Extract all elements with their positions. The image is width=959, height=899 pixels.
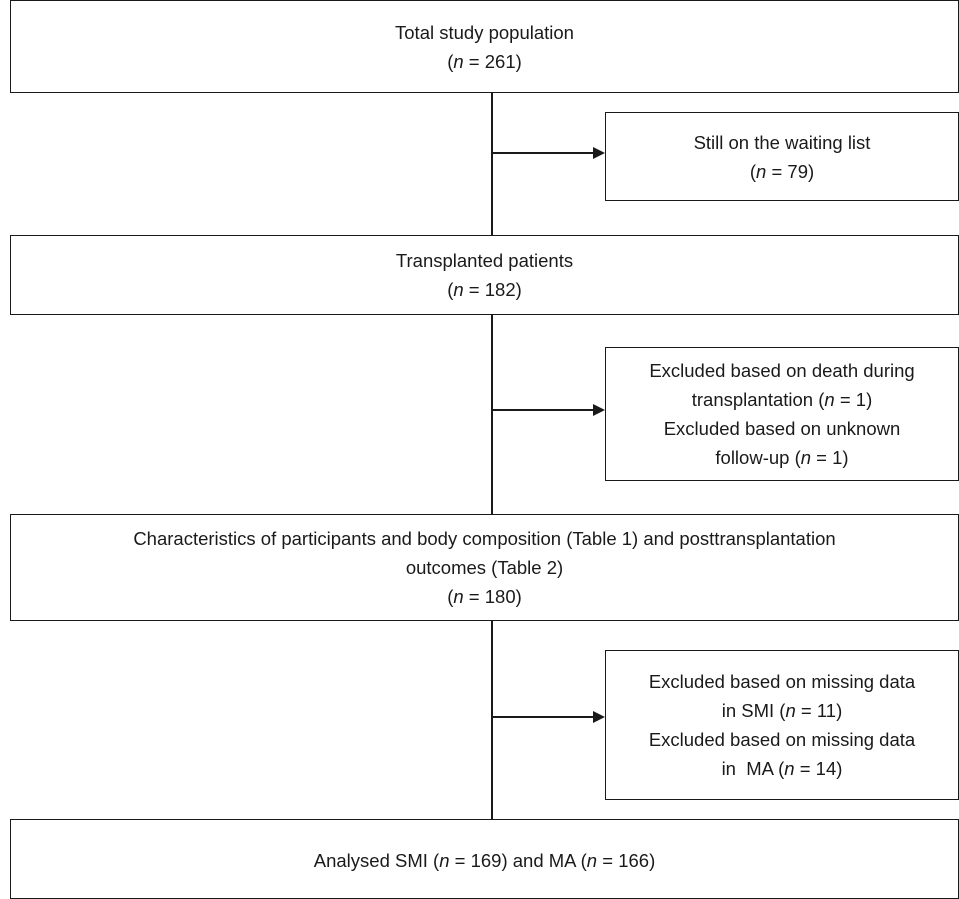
waiting-list-box: Still on the waiting list (n = 79) xyxy=(605,112,959,201)
exclusion-text: Excluded based on missing data xyxy=(648,671,916,692)
total-population-count: (n = 261) xyxy=(447,50,522,72)
transplanted-count: (n = 182) xyxy=(447,279,522,300)
analysed-label: Analysed SMI (n = 169) and MA (n = 166) xyxy=(313,850,656,871)
exclusion-text: Excluded based on missing data xyxy=(648,729,916,750)
arrow-icon xyxy=(593,404,605,416)
waiting-list-count: (n = 79) xyxy=(749,160,815,182)
branch-line xyxy=(491,716,593,718)
exclusion-text: in SMI (n = 11) xyxy=(721,700,843,721)
branch-line xyxy=(491,152,593,154)
exclusion-box-2: Excluded based on missing data in SMI (n… xyxy=(605,650,959,800)
characteristics-box: Characteristics of participants and body… xyxy=(10,514,959,621)
analysed-box: Analysed SMI (n = 169) and MA (n = 166) xyxy=(10,819,959,899)
exclusion-text: follow-up (n = 1) xyxy=(715,447,849,468)
exclusion-text: transplantation (n = 1) xyxy=(691,389,873,410)
exclusion-text: Excluded based on death during xyxy=(649,360,915,381)
total-population-box: Total study population (n = 261) xyxy=(10,0,959,93)
arrow-icon xyxy=(593,147,605,159)
characteristics-label: Characteristics of participants and body… xyxy=(133,528,836,549)
branch-line xyxy=(491,409,593,411)
total-population-label: Total study population xyxy=(395,21,574,43)
exclusion-box-1: Excluded based on death during transplan… xyxy=(605,347,959,481)
connector-line xyxy=(491,621,493,819)
connector-line xyxy=(491,315,493,514)
arrow-icon xyxy=(593,711,605,723)
transplanted-label: Transplanted patients xyxy=(395,250,574,271)
exclusion-text: Excluded based on unknown xyxy=(663,418,901,439)
characteristics-label: outcomes (Table 2) xyxy=(405,557,564,578)
waiting-list-label: Still on the waiting list xyxy=(693,131,871,153)
transplanted-box: Transplanted patients (n = 182) xyxy=(10,235,959,315)
exclusion-text: in MA (n = 14) xyxy=(721,758,843,779)
characteristics-count: (n = 180) xyxy=(447,586,522,607)
connector-line xyxy=(491,93,493,235)
